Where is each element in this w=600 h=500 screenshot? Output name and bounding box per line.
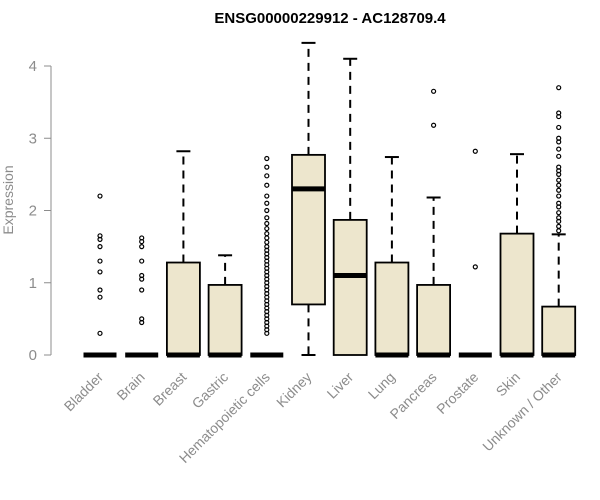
box-rect bbox=[332, 218, 368, 356]
outlier-point bbox=[139, 287, 145, 293]
boxes-group bbox=[83, 41, 577, 358]
box-rect bbox=[499, 232, 535, 356]
outlier-point bbox=[97, 294, 103, 300]
outlier-point bbox=[556, 139, 562, 145]
outlier-point bbox=[139, 238, 145, 245]
y-tick-label-4: 4 bbox=[29, 58, 37, 75]
outlier-point bbox=[264, 193, 270, 199]
box-3 bbox=[207, 254, 243, 358]
box-10 bbox=[499, 153, 535, 358]
x-tick-label-10: Skin bbox=[493, 369, 524, 400]
outlier-point bbox=[97, 193, 103, 199]
box-7 bbox=[374, 156, 410, 358]
box-1 bbox=[125, 235, 159, 358]
outlier-point bbox=[264, 164, 270, 170]
outlier-point bbox=[139, 276, 145, 282]
outlier-point bbox=[472, 148, 478, 154]
outlier-point bbox=[97, 269, 103, 275]
outlier-point bbox=[264, 155, 270, 162]
chart-title: ENSG00000229912 - AC128709.4 bbox=[214, 10, 446, 27]
outlier-point bbox=[556, 171, 562, 177]
outlier-point bbox=[556, 204, 562, 210]
box-rect bbox=[374, 261, 410, 356]
outlier-point bbox=[556, 177, 562, 183]
outlier-point bbox=[97, 236, 103, 242]
x-tick-label-0: Bladder bbox=[61, 369, 107, 415]
outlier-point bbox=[97, 244, 103, 250]
box-rect bbox=[165, 261, 201, 356]
y-tick-label-1: 1 bbox=[29, 275, 37, 292]
box-9 bbox=[458, 148, 492, 358]
outlier-point bbox=[264, 173, 270, 179]
outlier-point bbox=[264, 239, 270, 245]
outlier-point bbox=[264, 200, 270, 206]
outlier-point bbox=[556, 193, 562, 199]
outlier-point bbox=[139, 258, 145, 264]
x-tick-label-2: Breast bbox=[150, 369, 190, 409]
box-11 bbox=[541, 85, 577, 358]
outlier-point bbox=[264, 215, 270, 221]
outlier-point bbox=[431, 122, 437, 128]
outlier-point bbox=[556, 187, 562, 193]
x-tick-label-7: Lung bbox=[365, 369, 398, 402]
y-axis-label: Expression bbox=[0, 165, 16, 234]
outlier-point bbox=[556, 228, 562, 234]
box-rect bbox=[291, 153, 326, 306]
outlier-point bbox=[556, 124, 562, 131]
x-tick-label-11: Unknown / Other bbox=[479, 369, 565, 455]
outlier-point bbox=[264, 207, 270, 214]
box-2 bbox=[165, 150, 201, 358]
box-4 bbox=[250, 155, 284, 358]
y-tick-label-3: 3 bbox=[29, 130, 37, 147]
box-rect bbox=[207, 284, 243, 356]
outlier-point bbox=[556, 223, 562, 229]
outlier-point bbox=[264, 220, 270, 227]
outlier-point bbox=[556, 218, 562, 224]
outlier-point bbox=[139, 244, 145, 250]
box-rect bbox=[541, 305, 577, 356]
outlier-point bbox=[264, 231, 270, 237]
outlier-point bbox=[139, 319, 145, 326]
y-tick-label-0: 0 bbox=[29, 347, 37, 364]
outlier-point bbox=[556, 182, 562, 188]
box-8 bbox=[416, 88, 452, 358]
outlier-point bbox=[97, 330, 103, 336]
box-0 bbox=[83, 193, 117, 358]
y-axis: 0 1 2 3 4 bbox=[29, 58, 52, 364]
outlier-point bbox=[264, 182, 270, 188]
outlier-point bbox=[431, 88, 437, 94]
outlier-point bbox=[556, 146, 562, 152]
outlier-point bbox=[556, 113, 562, 120]
box-5 bbox=[291, 41, 326, 356]
x-tick-label-5: Kidney bbox=[273, 369, 315, 411]
outlier-point bbox=[264, 330, 270, 336]
x-tick-label-9: Prostate bbox=[433, 369, 481, 417]
outlier-point bbox=[97, 287, 103, 293]
box-6 bbox=[332, 57, 368, 356]
outlier-point bbox=[556, 85, 562, 91]
outlier-point bbox=[264, 225, 270, 232]
x-tick-label-1: Brain bbox=[113, 369, 147, 403]
outlier-point bbox=[264, 235, 270, 241]
outlier-point bbox=[556, 153, 562, 159]
outlier-point bbox=[97, 258, 103, 264]
outlier-point bbox=[556, 210, 562, 216]
outlier-point bbox=[472, 264, 478, 270]
box-rect bbox=[416, 284, 452, 356]
x-tick-label-6: Liver bbox=[324, 369, 357, 402]
y-tick-label-2: 2 bbox=[29, 203, 37, 220]
